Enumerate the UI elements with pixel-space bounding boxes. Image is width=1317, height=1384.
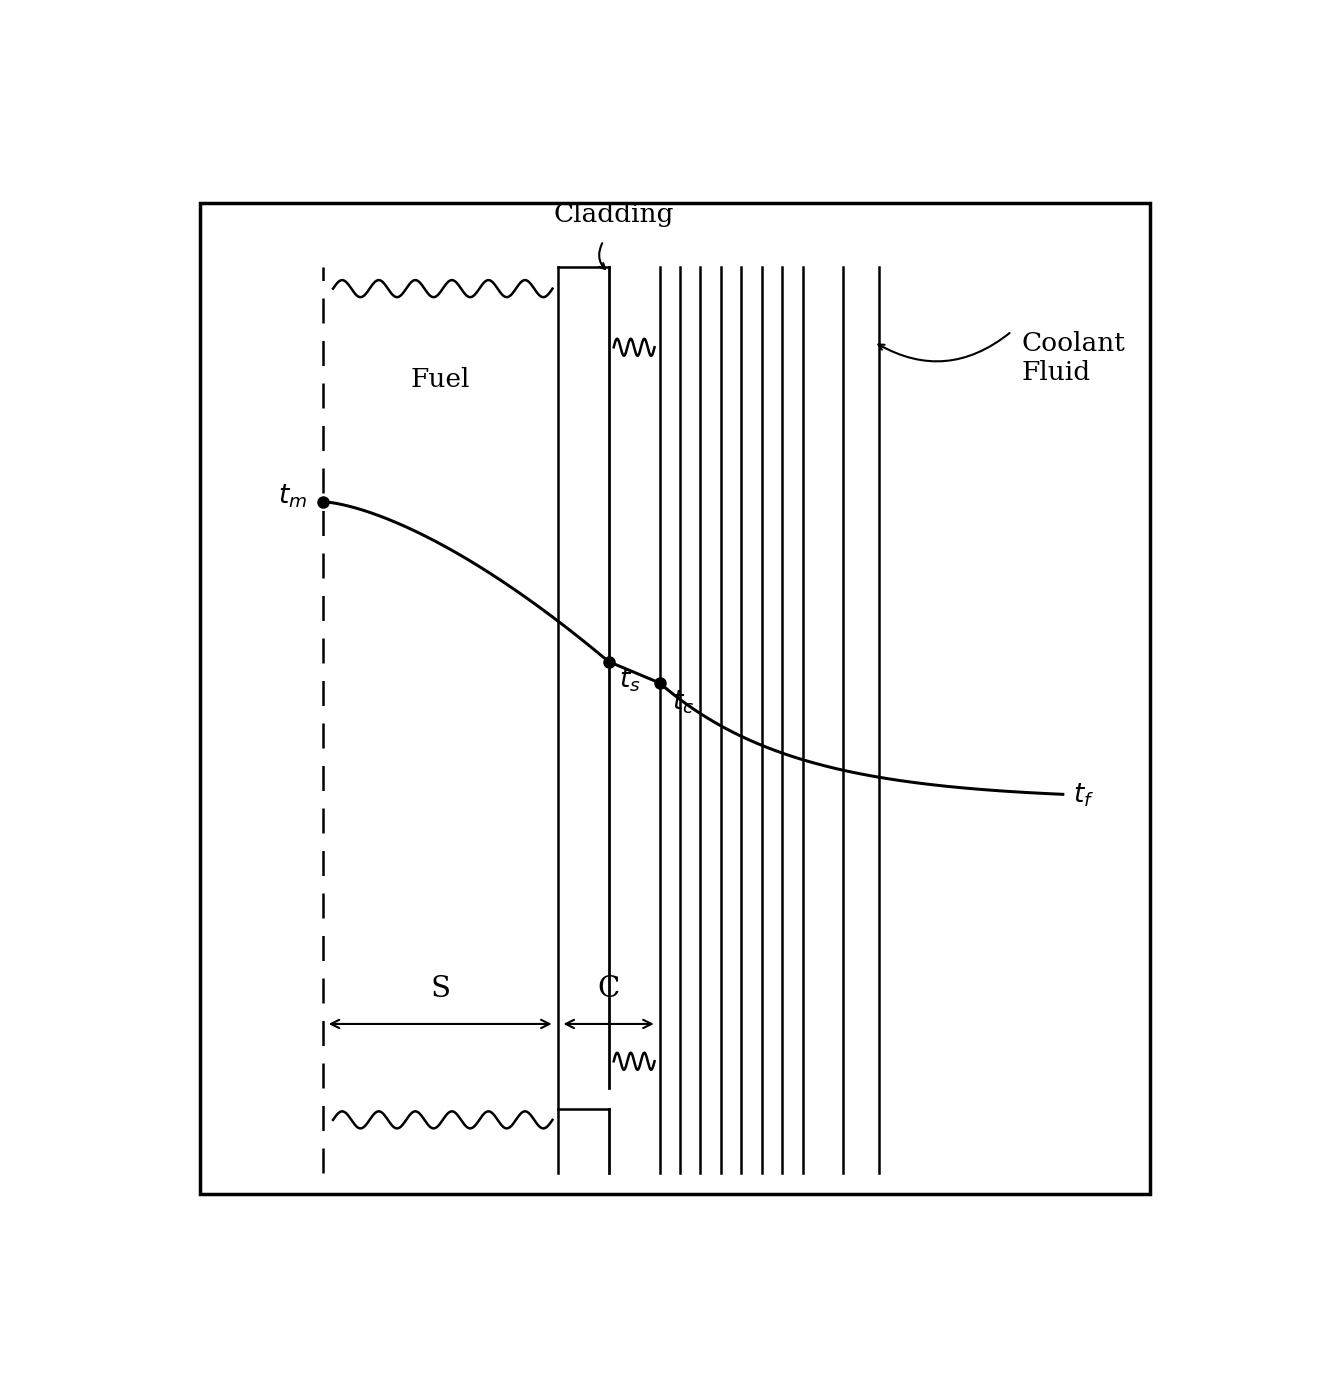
Text: $t_c$: $t_c$	[672, 688, 694, 716]
Text: $t_s$: $t_s$	[619, 667, 640, 695]
Text: Fuel: Fuel	[411, 367, 470, 392]
Text: Cladding: Cladding	[553, 202, 674, 227]
Text: S: S	[431, 974, 450, 1002]
Text: C: C	[598, 974, 620, 1002]
Text: $t_m$: $t_m$	[278, 483, 308, 511]
Text: Coolant
Fluid: Coolant Fluid	[1022, 331, 1126, 385]
Text: $t_f$: $t_f$	[1073, 781, 1094, 808]
